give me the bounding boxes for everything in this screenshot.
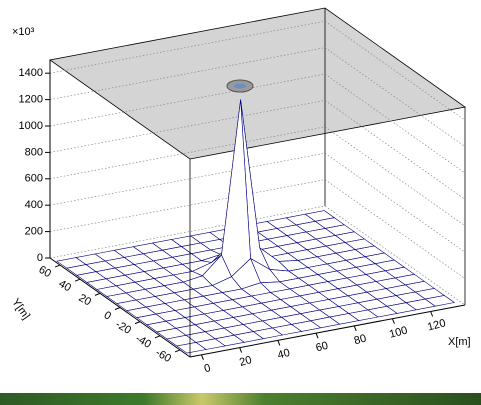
z-tick-label: 800 xyxy=(25,146,43,158)
x-tick-label: 20 xyxy=(238,354,253,369)
ceiling xyxy=(50,8,465,159)
x-tick-label: 60 xyxy=(315,340,330,355)
x-tick-label: 0 xyxy=(203,362,212,375)
y-tick-label: -60 xyxy=(153,347,173,365)
x-tick xyxy=(316,333,318,338)
y-tick xyxy=(135,322,140,324)
x-tick-label: 120 xyxy=(426,317,447,333)
x-axis-title: X[m] xyxy=(448,336,471,348)
z-tick-label: 1000 xyxy=(19,120,43,132)
x-tick xyxy=(240,348,242,353)
photo-strip xyxy=(0,393,481,405)
x-tick xyxy=(278,340,280,345)
y-tick xyxy=(115,308,120,310)
z-tick-label: 600 xyxy=(25,173,43,185)
y-tick xyxy=(175,350,180,352)
x-tick-label: 80 xyxy=(353,332,368,347)
x-tick-label: 100 xyxy=(388,324,409,340)
page: {"chart_data": {"type": "surface", "x_la… xyxy=(0,0,481,405)
x-tick-label: 40 xyxy=(276,347,291,362)
y-tick-label: -40 xyxy=(133,333,153,351)
x-tick xyxy=(201,355,203,360)
z-tick-label: 0 xyxy=(37,252,43,264)
x-tick xyxy=(392,319,394,324)
y-tick xyxy=(95,293,100,295)
z-tick-label: 1400 xyxy=(19,67,43,79)
y-tick xyxy=(55,265,60,267)
y-axis-title: Y[m] xyxy=(9,297,32,322)
y-tick-label: 40 xyxy=(56,278,73,295)
z-tick-label: 200 xyxy=(25,226,43,238)
y-tick-label: 0 xyxy=(102,309,113,322)
y-tick-label: 20 xyxy=(76,292,93,309)
chart: ×10³ X[m] Y[m] 0200400600800100012001400… xyxy=(0,0,481,393)
y-tick-label: 60 xyxy=(36,264,53,281)
y-tick-label: -20 xyxy=(113,318,133,336)
y-tick xyxy=(155,336,160,338)
ceiling-contour-core xyxy=(234,84,246,89)
z-exponent: ×10³ xyxy=(12,26,35,38)
y-tick xyxy=(75,279,80,281)
x-tick xyxy=(431,312,433,317)
z-tick-label: 400 xyxy=(25,199,43,211)
z-tick-label: 1200 xyxy=(19,94,43,106)
x-tick xyxy=(354,326,356,331)
